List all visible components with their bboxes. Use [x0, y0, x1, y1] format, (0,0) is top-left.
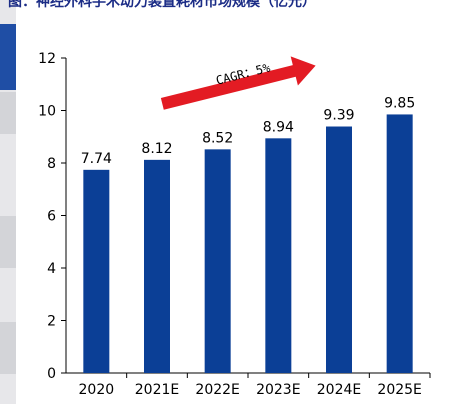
y-tick-label: 6 [47, 209, 56, 225]
data-label: 8.12 [141, 141, 172, 157]
y-tick-label: 10 [38, 104, 56, 120]
cagr-arrow [160, 56, 316, 110]
x-tick-label: 2020 [79, 382, 115, 398]
bar [265, 138, 292, 373]
x-tick-label: 2021E [135, 382, 179, 398]
left-strip-accent [0, 24, 16, 90]
x-tick-label: 2024E [317, 382, 361, 398]
bar [144, 159, 170, 373]
x-tick-label: 2023E [256, 382, 300, 398]
y-tick-label: 8 [47, 156, 56, 172]
x-tick-label: 2025E [377, 382, 421, 398]
y-tick-label: 0 [47, 366, 56, 382]
chart-title: 图：神经外科手术动力装置耗材市场规模（亿元） [8, 0, 316, 10]
data-label: 8.94 [263, 119, 294, 135]
left-sidebar-strip [0, 0, 16, 404]
cagr-arrow-shaft [160, 64, 298, 110]
data-label: 8.52 [202, 130, 233, 146]
bar [326, 126, 352, 373]
data-label: 9.85 [384, 95, 415, 111]
x-tick-label: 2022E [195, 382, 239, 398]
left-strip-block [0, 92, 16, 134]
bar [83, 169, 110, 373]
data-label: 7.74 [81, 151, 112, 167]
left-strip-block [0, 322, 16, 374]
y-tick-label: 12 [38, 51, 56, 67]
data-label: 9.39 [323, 108, 354, 124]
y-tick-label: 2 [47, 314, 56, 330]
bar [204, 149, 231, 373]
left-strip-block [0, 216, 16, 268]
bar [386, 114, 413, 373]
cagr-arrow-head [290, 56, 316, 86]
y-tick-label: 4 [47, 261, 56, 277]
